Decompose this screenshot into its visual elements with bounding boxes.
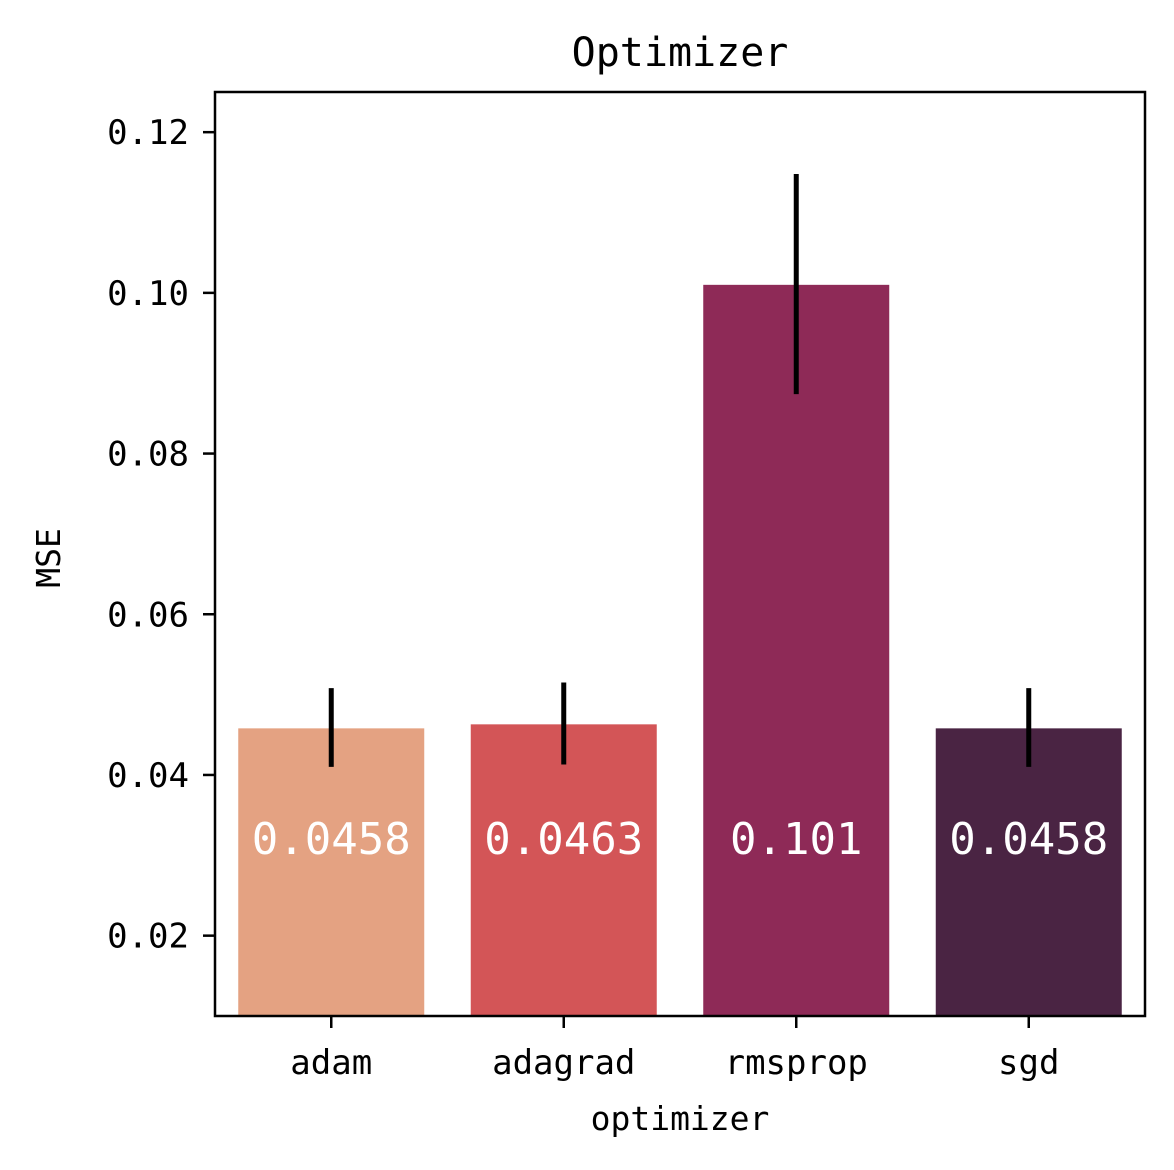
chart-title: Optimizer: [572, 30, 789, 76]
x-tick-label-rmsprop: rmsprop: [725, 1043, 868, 1083]
error-bars-layer: [328, 173, 1032, 767]
x-tick-label-sgd: sgd: [998, 1043, 1059, 1083]
y-tick-label-0.12: 0.12: [107, 113, 189, 153]
bar-adam: [238, 728, 425, 1016]
bar-value-label-adagrad: 0.0463: [484, 814, 643, 865]
x-axis: adam adagrad rmsprop sgd: [290, 1016, 1059, 1083]
bar-value-labels-layer: 0.0458 0.0463 0.101 0.0458: [252, 814, 1108, 865]
x-axis-label: optimizer: [591, 1099, 770, 1138]
bar-adagrad: [470, 724, 657, 1016]
bar-value-label-sgd: 0.0458: [949, 814, 1108, 865]
y-tick-label-0.02: 0.02: [107, 917, 189, 957]
y-axis-label: MSE: [29, 528, 68, 588]
x-tick-label-adagrad: adagrad: [492, 1043, 635, 1083]
y-axis: 0.02 0.04 0.06 0.08 0.10 0.12: [107, 113, 215, 957]
bar-value-label-adam: 0.0458: [252, 814, 411, 865]
y-tick-label-0.08: 0.08: [107, 435, 189, 475]
y-tick-label-0.10: 0.10: [107, 274, 189, 314]
y-tick-label-0.06: 0.06: [107, 595, 189, 635]
y-tick-label-0.04: 0.04: [107, 756, 189, 796]
x-tick-label-adam: adam: [290, 1043, 372, 1083]
bar-value-label-rmsprop: 0.101: [730, 814, 862, 865]
bar-rmsprop: [703, 284, 890, 1016]
plot-frame: [213, 90, 1147, 1018]
bar-sgd: [935, 728, 1122, 1016]
bars-layer: [238, 284, 1122, 1016]
